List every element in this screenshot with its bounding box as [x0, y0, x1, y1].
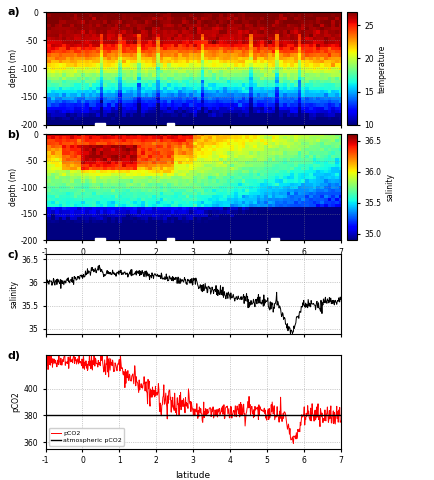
Y-axis label: salinity: salinity: [9, 280, 18, 308]
atmospheric pCO2: [117, 412, 122, 418]
Y-axis label: temperature: temperature: [378, 44, 387, 93]
pCO2: [291, 441, 296, 446]
Text: b): b): [7, 130, 20, 140]
pCO2: [240, 408, 246, 413]
Y-axis label: salinity: salinity: [385, 173, 395, 201]
pCO2: [177, 393, 182, 398]
atmospheric pCO2: [80, 412, 85, 418]
pCO2: [43, 355, 48, 360]
Bar: [95, 239, 105, 241]
Bar: [168, 239, 174, 241]
pCO2: [338, 419, 343, 424]
pCO2: [95, 358, 101, 363]
Bar: [95, 123, 105, 126]
Y-axis label: pCO2: pCO2: [12, 392, 20, 412]
Text: c): c): [7, 251, 19, 261]
X-axis label: latitude: latitude: [176, 471, 210, 480]
pCO2: [119, 366, 125, 372]
Y-axis label: depth (m): depth (m): [9, 168, 18, 206]
Bar: [271, 239, 279, 241]
Bar: [168, 123, 174, 126]
pCO2: [266, 406, 271, 412]
pCO2: [48, 352, 53, 358]
Legend: pCO2, atmospheric pCO2: pCO2, atmospheric pCO2: [49, 428, 124, 445]
Text: a): a): [7, 8, 20, 17]
pCO2: [217, 412, 223, 418]
Line: pCO2: pCO2: [46, 355, 341, 444]
Y-axis label: depth (m): depth (m): [9, 49, 18, 87]
Text: d): d): [7, 350, 20, 360]
